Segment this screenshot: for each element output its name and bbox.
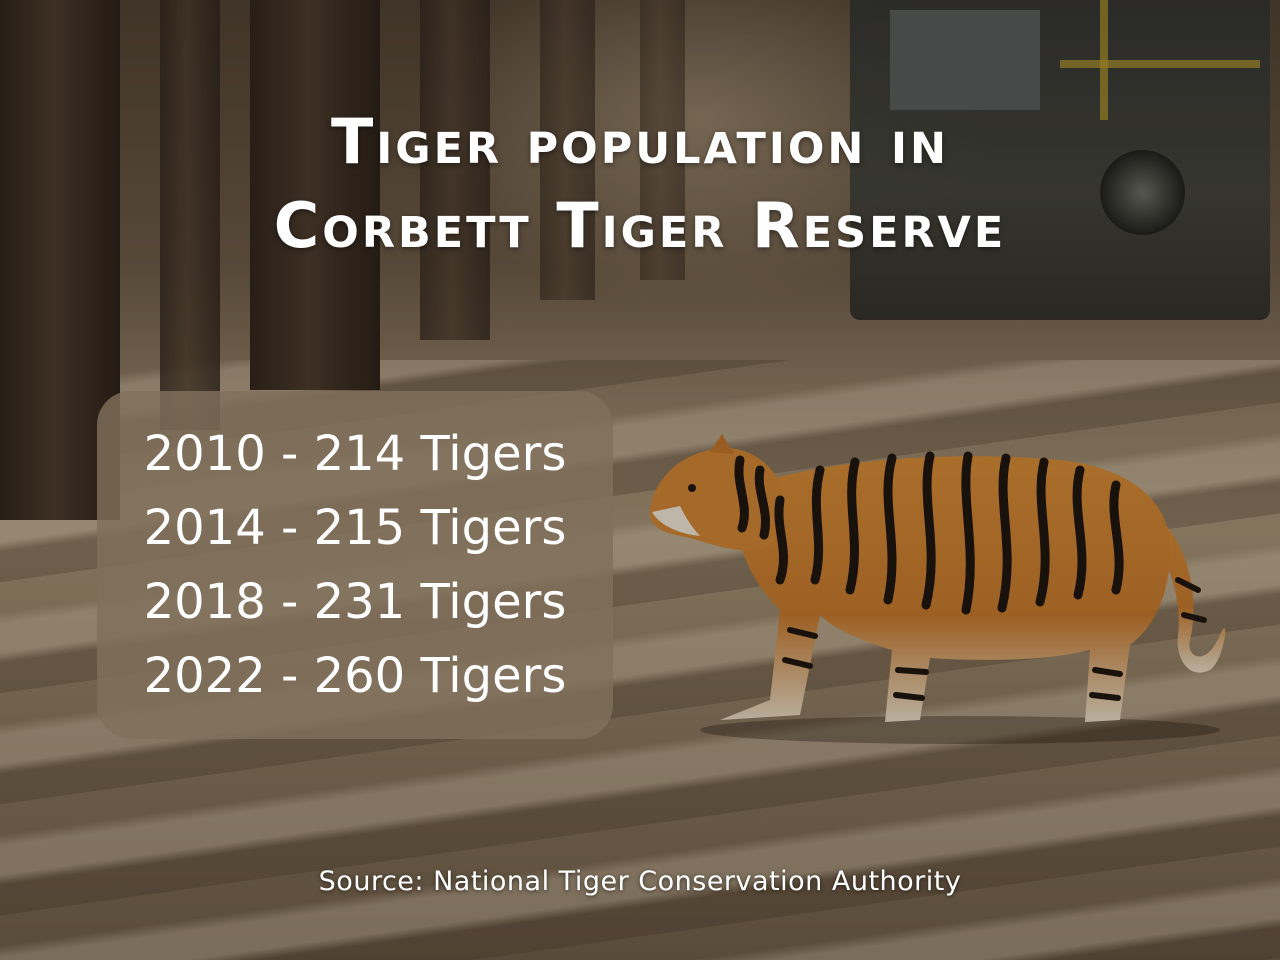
vehicle-rail — [1100, 0, 1108, 120]
tree-trunk — [160, 0, 220, 430]
tree-trunk — [420, 0, 490, 340]
population-2018: 2018 - 231 Tigers — [143, 574, 567, 630]
tiger-image — [649, 434, 1226, 744]
page-title: Tiger population in Corbett Tiger Reserv… — [0, 100, 1280, 268]
vehicle-wheel — [1100, 150, 1185, 235]
title-line-2: Corbett Tiger Reserve — [273, 189, 1007, 262]
population-2014: 2014 - 215 Tigers — [143, 500, 567, 556]
vehicle-rail — [1060, 60, 1260, 68]
tree-trunk — [540, 0, 595, 300]
tree-trunk — [640, 0, 685, 280]
population-stats-box: 2010 - 214 Tigers 2014 - 215 Tigers 2018… — [97, 391, 613, 739]
population-list: 2010 - 214 Tigers 2014 - 215 Tigers 2018… — [97, 417, 613, 713]
vehicle-window — [890, 10, 1040, 110]
population-2022: 2022 - 260 Tigers — [143, 648, 567, 704]
title-line-1: Tiger population in — [331, 105, 949, 178]
tree-trunk — [250, 0, 380, 390]
source-credit: Source: National Tiger Conservation Auth… — [318, 866, 962, 897]
population-2010: 2010 - 214 Tigers — [143, 426, 567, 482]
